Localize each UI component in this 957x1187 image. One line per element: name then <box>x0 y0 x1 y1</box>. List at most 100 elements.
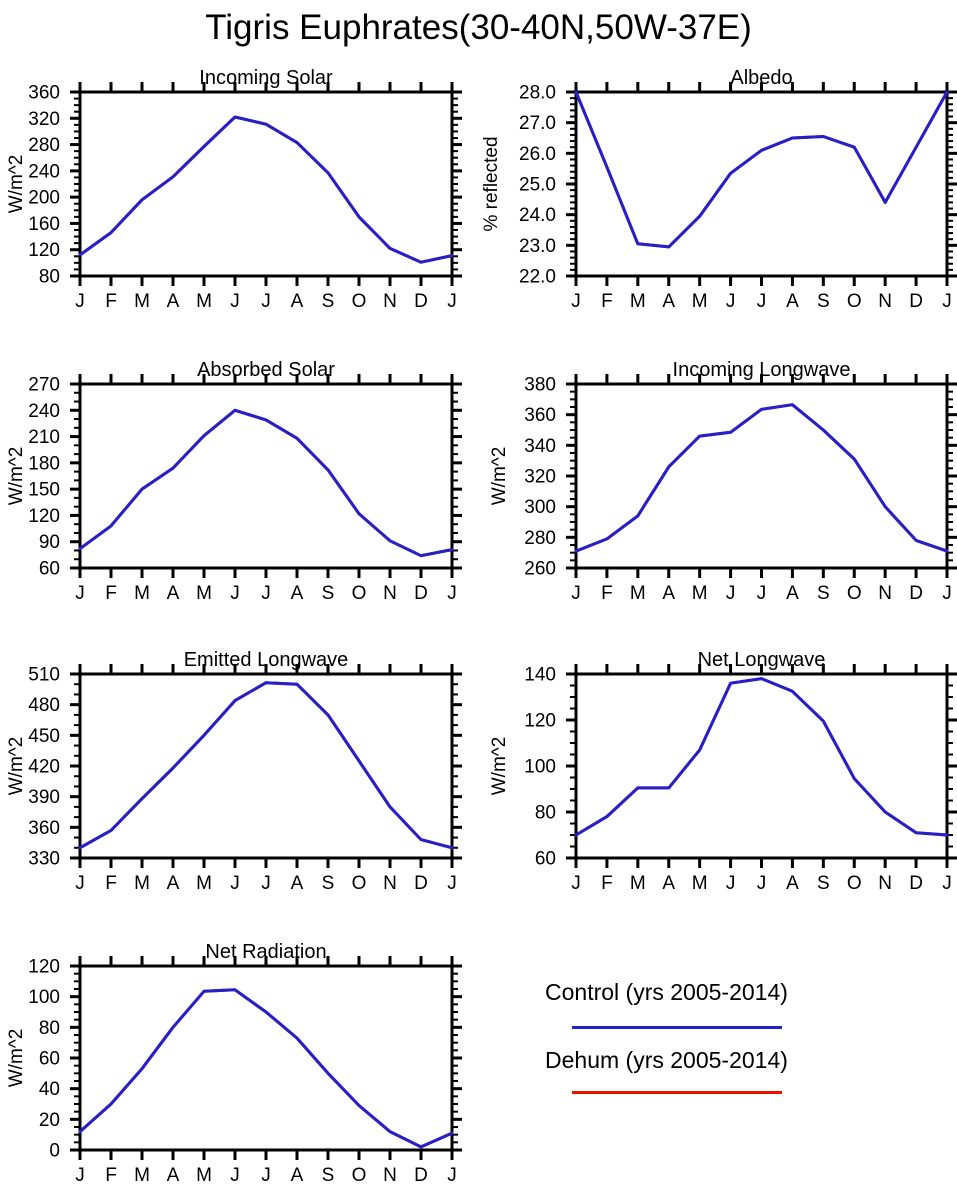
x-tick-label: J <box>261 1165 271 1186</box>
x-tick-label: J <box>757 873 767 894</box>
x-tick-label: S <box>322 1165 335 1186</box>
plot-frame <box>574 90 949 278</box>
y-axis-label: % reflected <box>481 136 502 231</box>
x-tick-label: A <box>662 873 675 894</box>
y-tick-label: 120 <box>524 711 556 732</box>
y-axis-label: W/m^2 <box>6 155 27 214</box>
x-tick-label: A <box>786 583 799 604</box>
y-tick-label: 20 <box>39 1110 60 1131</box>
y-tick-label: 360 <box>524 405 556 426</box>
y-tick-label: 380 <box>524 375 556 396</box>
x-tick-label: F <box>601 291 613 312</box>
x-tick-label: J <box>230 291 240 312</box>
y-tick-label: 0 <box>49 1141 60 1162</box>
x-tick-label: O <box>352 1165 367 1186</box>
x-tick-label: J <box>726 583 736 604</box>
x-tick-label: D <box>414 583 428 604</box>
x-tick-label: N <box>878 873 892 894</box>
x-tick-label: J <box>571 583 581 604</box>
y-tick-label: 80 <box>535 803 556 824</box>
y-axis-label: W/m^2 <box>489 447 510 506</box>
chart-title: Incoming Solar <box>199 67 333 89</box>
plot-frame <box>78 672 454 860</box>
x-tick-label: A <box>167 1165 180 1186</box>
chart-title: Emitted Longwave <box>184 649 349 671</box>
x-tick-label: D <box>909 583 923 604</box>
y-axis-label: W/m^2 <box>6 447 27 506</box>
y-tick-label: 120 <box>28 506 60 527</box>
y-tick-label: 25.0 <box>519 175 556 196</box>
series-line-dehum <box>574 677 949 837</box>
x-tick-label: A <box>786 873 799 894</box>
x-tick-label: S <box>322 873 335 894</box>
chart-title: Incoming Longwave <box>673 359 851 381</box>
chart-title: Albedo <box>730 67 792 89</box>
x-tick-label: A <box>167 583 180 604</box>
y-tick-label: 120 <box>28 957 60 978</box>
x-tick-label: J <box>75 873 85 894</box>
y-tick-label: 320 <box>28 109 60 130</box>
legend-line-dehum <box>572 1091 782 1094</box>
y-tick-label: 26.0 <box>519 144 556 165</box>
x-tick-label: F <box>105 583 117 604</box>
x-tick-label: D <box>414 291 428 312</box>
x-tick-label: J <box>261 291 271 312</box>
series-line-dehum <box>78 115 454 264</box>
x-tick-label: J <box>261 583 271 604</box>
series-line-control <box>78 408 454 558</box>
y-tick-label: 270 <box>28 375 60 396</box>
y-tick-label: 420 <box>28 757 60 778</box>
y-tick-label: 160 <box>28 214 60 235</box>
x-tick-label: O <box>352 873 367 894</box>
figure-title: Tigris Euphrates(30-40N,50W-37E) <box>205 8 752 47</box>
y-tick-label: 23.0 <box>519 236 556 257</box>
y-tick-label: 340 <box>524 436 556 457</box>
x-tick-label: J <box>942 583 952 604</box>
x-tick-label: J <box>447 873 457 894</box>
x-tick-label: J <box>447 291 457 312</box>
plot-frame <box>574 382 949 570</box>
x-tick-label: A <box>291 1165 304 1186</box>
series-line-dehum <box>78 408 454 558</box>
y-tick-label: 240 <box>28 161 60 182</box>
y-tick-label: 390 <box>28 787 60 808</box>
y-tick-label: 60 <box>39 1049 60 1070</box>
y-tick-label: 300 <box>524 497 556 518</box>
x-tick-label: D <box>414 873 428 894</box>
y-tick-label: 24.0 <box>519 205 556 226</box>
x-tick-label: M <box>134 873 150 894</box>
plot-frame <box>78 90 454 278</box>
y-tick-label: 27.0 <box>519 113 556 134</box>
x-tick-label: J <box>261 873 271 894</box>
x-tick-label: F <box>601 583 613 604</box>
x-tick-label: J <box>75 291 85 312</box>
legend-label-control: Control (yrs 2005-2014) <box>545 979 788 1005</box>
y-tick-label: 240 <box>28 401 60 422</box>
x-tick-label: N <box>383 583 397 604</box>
chart-albedo: 22.023.024.025.026.027.028.0J F M A M J J A S O N D… <box>481 67 957 312</box>
y-tick-label: 450 <box>28 726 60 747</box>
x-tick-label: M <box>134 583 150 604</box>
y-tick-label: 100 <box>28 987 60 1008</box>
x-tick-label: M <box>630 291 646 312</box>
x-tick-label: J <box>230 1165 240 1186</box>
x-tick-label: M <box>134 1165 150 1186</box>
x-tick-label: A <box>786 291 799 312</box>
y-tick-label: 150 <box>28 480 60 501</box>
x-tick-label: N <box>383 1165 397 1186</box>
x-tick-label: N <box>383 873 397 894</box>
x-tick-label: J <box>75 583 85 604</box>
y-tick-label: 180 <box>28 453 60 474</box>
plot-frame <box>574 672 949 860</box>
x-tick-label: F <box>105 1165 117 1186</box>
y-tick-label: 28.0 <box>519 83 556 104</box>
plot-frame <box>78 964 454 1152</box>
chart-title: Net Longwave <box>698 649 826 671</box>
x-tick-label: S <box>322 583 335 604</box>
x-tick-label: A <box>291 291 304 312</box>
y-tick-label: 140 <box>524 665 556 686</box>
